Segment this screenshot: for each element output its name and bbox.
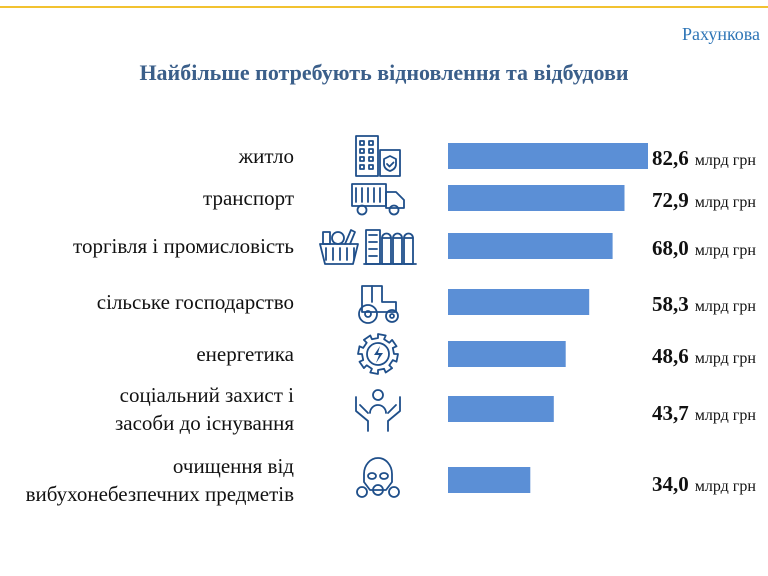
category-label: житло (238, 144, 294, 168)
value-label: 48,6 млрд грн (652, 344, 756, 368)
value-label: 72,9 млрд грн (652, 188, 756, 212)
grocery-factory-icon (319, 229, 417, 265)
truck-icon (351, 183, 405, 216)
bar (448, 467, 531, 493)
category-label: соціальний захист і засоби до існування (115, 383, 294, 435)
category-label: очищення від вибухонебезпечних предметів (26, 454, 295, 506)
bar (448, 233, 613, 259)
care-hands-icon (355, 389, 401, 432)
category-label: енергетика (196, 342, 294, 366)
accent-line (0, 6, 768, 8)
value-label: 68,0 млрд грн (652, 236, 756, 260)
bar (448, 143, 648, 169)
category-label: сільське господарство (97, 290, 294, 314)
value-label: 82,6 млрд грн (652, 146, 756, 170)
category-label: транспорт (203, 186, 294, 210)
gas-mask-icon (356, 457, 400, 498)
bar (448, 341, 566, 367)
chart-title: Найбільше потребують відновлення та відб… (139, 60, 629, 85)
building-icon (355, 135, 401, 177)
tractor-icon (358, 285, 399, 324)
header-tag: Рахункова (682, 24, 761, 44)
category-label: торгівля і промисловість (73, 234, 294, 258)
energy-gear-icon (357, 333, 399, 375)
value-label: 43,7 млрд грн (652, 401, 756, 425)
bar (448, 185, 625, 211)
value-label: 58,3 млрд грн (652, 292, 756, 316)
bar (448, 396, 554, 422)
bar (448, 289, 590, 315)
value-label: 34,0 млрд грн (652, 472, 756, 496)
